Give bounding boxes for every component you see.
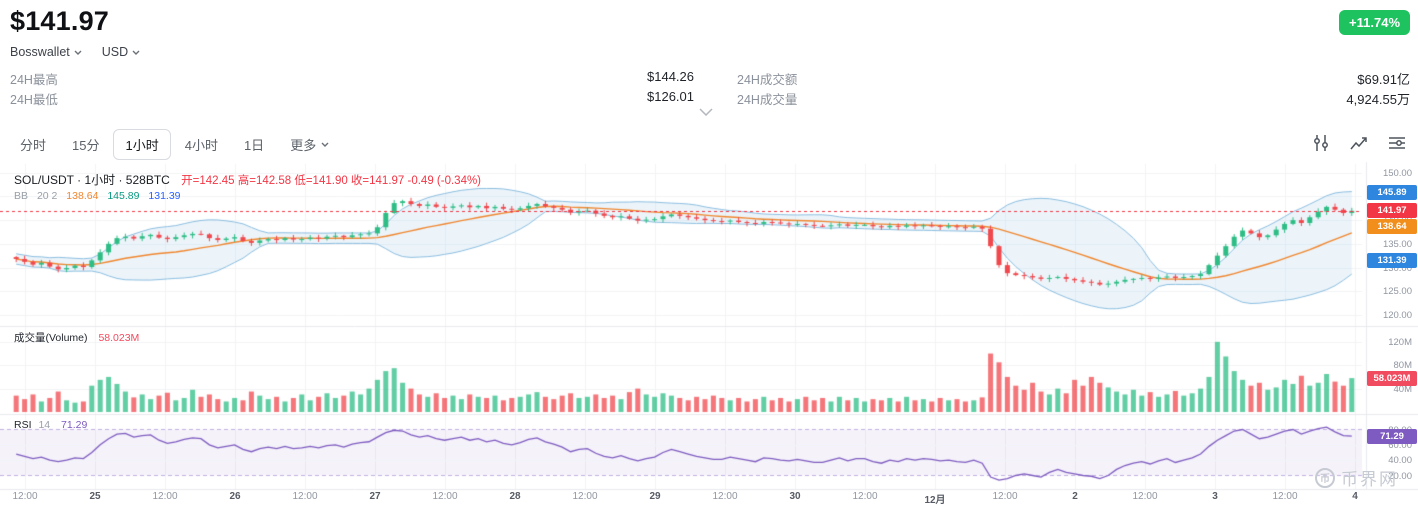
timeframe-tab-15m[interactable]: 15分 — [72, 138, 100, 153]
time-tick-label: 27 — [369, 491, 381, 502]
high-24h-value: $144.26 — [647, 69, 694, 84]
volume-24h-value: 4,924.55万 — [1346, 92, 1410, 107]
axis-tick-label: 120M — [1388, 336, 1412, 348]
axis-tick-label: 125.00 — [1382, 286, 1412, 298]
ohlc-legend-text: 开=142.45 高=142.58 低=141.90 收=141.97 -0.4… — [181, 175, 482, 187]
bb-params: 20 2 — [36, 190, 58, 202]
indicator-settings-icon[interactable] — [1310, 132, 1332, 154]
chevron-down-icon — [132, 50, 140, 55]
rsi-legend: RSI 14 71.29 — [14, 419, 87, 431]
change-percent-badge: +11.74% — [1339, 10, 1410, 35]
site-watermark-text: 币界网 — [1341, 470, 1398, 489]
axis-value-badge: 141.97 — [1367, 203, 1417, 219]
bb-label: BB — [14, 190, 29, 202]
chart-config-icon[interactable] — [1386, 132, 1408, 154]
volume-current-value: 58.023M — [98, 332, 140, 344]
time-tick-label: 12:00 — [1272, 491, 1298, 502]
axis-value-badge: 145.89 — [1367, 184, 1417, 200]
chart-style-icon[interactable] — [1348, 132, 1370, 154]
timeframe-tab-1h[interactable]: 1小时 — [113, 129, 171, 160]
time-tick-label: 26 — [229, 491, 241, 502]
rsi-label: RSI — [14, 419, 32, 431]
chevron-down-icon — [699, 108, 713, 117]
chevron-down-icon — [74, 50, 82, 55]
bb-basis-value: 138.64 — [66, 190, 99, 202]
symbol-legend-text: SOL/USDT · 1小时 · 528BTC — [14, 173, 170, 187]
bb-upper-value: 145.89 — [107, 190, 140, 202]
turnover-24h-label: 24H成交额 — [737, 73, 798, 87]
wallet-selector-label: Bosswallet — [10, 45, 70, 59]
high-24h-label: 24H最高 — [10, 73, 58, 87]
source-selectors: Bosswallet USD — [10, 45, 140, 59]
axis-tick-label: 40M — [1393, 383, 1412, 395]
time-axis[interactable]: 12:00 25 12:00 26 12:00 27 12:00 28 12:00 29 12:00… — [0, 491, 1418, 506]
time-tick-label: 12:00 — [712, 491, 738, 502]
axis-tick-label: 60.00 — [1388, 439, 1412, 451]
site-logo-char: 币 — [1320, 474, 1330, 485]
axis-tick-label: 80M — [1393, 360, 1412, 372]
time-tick-label: 12:00 — [152, 491, 178, 502]
time-tick-label: 2 — [1072, 491, 1078, 502]
axis-value-badge: 71.29 — [1367, 428, 1417, 444]
time-tick-label: 4 — [1352, 491, 1358, 502]
chevron-down-icon — [321, 142, 329, 147]
rsi-current-value: 71.29 — [61, 419, 88, 431]
time-tick-label: 12:00 — [992, 491, 1018, 502]
low-24h-label: 24H最低 — [10, 93, 58, 107]
site-logo-icon: 币 — [1315, 467, 1335, 488]
time-tick-label: 28 — [509, 491, 521, 502]
time-tick-label: 12月 — [924, 495, 946, 506]
wallet-selector[interactable]: Bosswallet — [10, 45, 82, 59]
time-tick-label: 25 — [89, 491, 101, 502]
axis-value-badge: 138.64 — [1367, 219, 1417, 235]
current-price: $141.97 — [10, 6, 109, 36]
more-tab-label: 更多 — [290, 138, 317, 153]
axis-value-badge: 58.023M — [1367, 370, 1417, 386]
volume-label: 成交量(Volume) — [14, 332, 88, 344]
expand-stats-button[interactable] — [699, 103, 713, 121]
price-axis[interactable]: 150.00145.00140.00135.00130.00125.00120.… — [1366, 0, 1418, 506]
time-tick-label: 3 — [1212, 491, 1218, 502]
low-24h-value: $126.01 — [647, 89, 694, 104]
time-tick-label: 12:00 — [1132, 491, 1158, 502]
time-tick-label: 12:00 — [432, 491, 458, 502]
time-tick-label: 12:00 — [12, 491, 38, 502]
rsi-param: 14 — [38, 419, 51, 431]
axis-value-badge: 131.39 — [1367, 253, 1417, 269]
turnover-24h-value: $69.91亿 — [1357, 72, 1410, 87]
timeframe-tab-1d[interactable]: 1日 — [243, 138, 265, 153]
currency-selector[interactable]: USD — [102, 45, 140, 59]
volume-legend: 成交量(Volume) 58.023M — [14, 330, 139, 345]
bb-lower-value: 131.39 — [148, 190, 181, 202]
axis-tick-label: 40.00 — [1388, 455, 1412, 467]
timeframe-tab-4h[interactable]: 4小时 — [184, 138, 218, 153]
axis-tick-label: 20.00 — [1388, 470, 1412, 482]
time-tick-label: 30 — [789, 491, 801, 502]
symbol-legend: SOL/USDT · 1小时 · 528BTC 开=142.45 高=142.5… — [14, 171, 481, 188]
timeframe-tab-more[interactable]: 更多 — [278, 129, 341, 160]
bb-legend: BB 20 2 138.64 145.89 131.39 — [14, 190, 187, 202]
axis-tick-label: 135.00 — [1382, 238, 1412, 250]
timeframe-tab-minute[interactable]: 分时 — [20, 138, 47, 153]
axis-tick-label: 120.00 — [1382, 309, 1412, 321]
time-tick-label: 12:00 — [572, 491, 598, 502]
timeframe-tabs: 分时 15分 1小时 4小时 1日 更多 — [8, 129, 341, 160]
time-tick-label: 12:00 — [292, 491, 318, 502]
site-watermark: 币 币界网 — [1315, 465, 1398, 490]
volume-24h-label: 24H成交量 — [737, 93, 798, 107]
chart-tool-icons — [1310, 132, 1408, 154]
time-tick-label: 29 — [649, 491, 661, 502]
currency-selector-label: USD — [101, 45, 129, 59]
axis-tick-label: 150.00 — [1382, 167, 1412, 179]
time-tick-label: 12:00 — [852, 491, 878, 502]
